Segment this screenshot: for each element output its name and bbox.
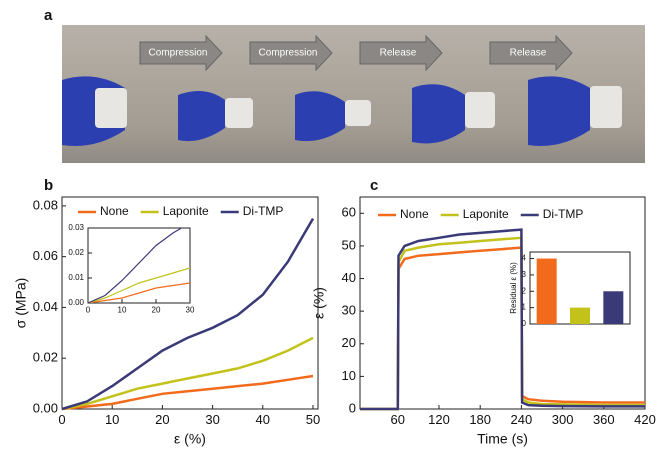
y-tick-label: 0.04	[33, 299, 58, 314]
x-tick-label: 0	[86, 305, 91, 314]
y-tick-label: 4	[522, 254, 527, 263]
legend-label: Laponite	[463, 207, 509, 221]
arrow	[249, 34, 333, 72]
arrow-label: Compression	[149, 48, 208, 59]
y-tick-label: 2	[522, 286, 527, 295]
series-line	[88, 267, 190, 303]
y-tick-label: 0.00	[33, 400, 58, 415]
y-tick-label: 0	[522, 319, 527, 328]
y-tick-label: 10	[342, 368, 356, 383]
x-tick-label: 10	[105, 412, 119, 427]
x-tick-label: 420	[634, 412, 656, 427]
x-tick-label: 30	[186, 305, 195, 314]
legend-label: None	[100, 204, 129, 218]
legend-label: Laponite	[163, 204, 209, 218]
y-tick-label: 0.03	[68, 223, 84, 232]
x-tick-label: 30	[205, 412, 219, 427]
plot-frame	[61, 196, 319, 410]
bar	[570, 307, 590, 324]
x-tick-label: 300	[552, 412, 574, 427]
inset-y-label: Residual ε (%)	[509, 262, 518, 314]
series-line	[360, 228, 645, 411]
arrow	[489, 34, 573, 72]
arrow-label: Release	[380, 48, 417, 59]
arrow	[139, 34, 223, 72]
series-line	[61, 217, 315, 411]
arrow-label: Release	[510, 48, 547, 59]
y-tick-label: 0.01	[68, 273, 84, 282]
y-tick-label: 30	[342, 303, 356, 318]
y-tick-label: 0.08	[33, 197, 58, 212]
plot-frame	[359, 196, 646, 410]
legend-label: Di-TMP	[243, 204, 284, 218]
x-tick-label: 0	[58, 412, 65, 427]
plot-frame	[87, 227, 191, 304]
series-line	[61, 336, 314, 411]
y-tick-label: 0.00	[68, 298, 84, 307]
x-tick-label: 20	[152, 305, 161, 314]
series-line	[61, 374, 314, 411]
inset-bg	[88, 228, 190, 303]
x-tick-label: 120	[428, 412, 450, 427]
y-tick-label: 60	[342, 205, 356, 220]
x-tick-label: 60	[391, 412, 405, 427]
x-tick-label: 10	[118, 305, 127, 314]
y-tick-label: 0.02	[33, 350, 58, 365]
y-tick-label: 1	[522, 303, 527, 312]
y-tick-label: 0.06	[33, 248, 58, 263]
series-line	[360, 246, 645, 411]
x-tick-label: 360	[593, 412, 615, 427]
y-tick-label: 3	[522, 270, 527, 279]
y-tick-label: 40	[342, 270, 356, 285]
arrows: Compression Compression Release Release	[139, 34, 573, 72]
y-tick-label: 50	[342, 237, 356, 252]
arrow-label: Compression	[259, 48, 318, 59]
x-tick-label: 20	[155, 412, 169, 427]
panel-label: c	[370, 177, 378, 194]
x-axis-label: Time (s)	[477, 431, 528, 447]
y-axis-label: ε (%)	[311, 287, 327, 319]
y-axis-label: σ (MPa)	[13, 278, 29, 329]
series-line	[88, 282, 190, 303]
panel-label: b	[44, 177, 53, 194]
x-tick-label: 180	[469, 412, 491, 427]
legend-label: Di-TMP	[543, 207, 584, 221]
y-tick-label: 20	[342, 335, 356, 350]
y-tick-label: 0.02	[68, 248, 84, 257]
y-tick-label: 0	[349, 400, 356, 415]
bar	[603, 291, 624, 324]
arrow	[359, 34, 443, 72]
x-tick-label: 40	[256, 412, 270, 427]
x-axis-label: ε (%)	[174, 431, 206, 447]
x-tick-label: 50	[306, 412, 320, 427]
x-tick-label: 240	[511, 412, 533, 427]
legend-label: None	[400, 207, 429, 221]
panel-label: a	[44, 7, 53, 24]
series-line	[360, 236, 645, 411]
bar	[536, 258, 557, 324]
series-line	[88, 228, 183, 303]
